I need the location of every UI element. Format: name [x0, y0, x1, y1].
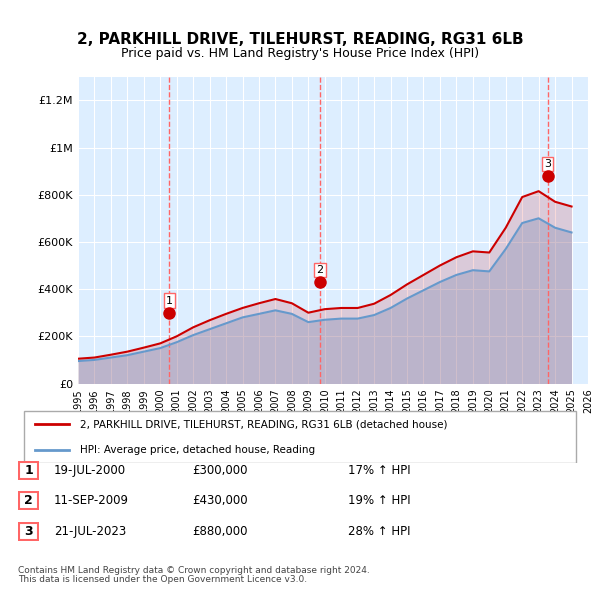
- Text: This data is licensed under the Open Government Licence v3.0.: This data is licensed under the Open Gov…: [18, 575, 307, 584]
- FancyBboxPatch shape: [19, 493, 38, 509]
- Text: 28% ↑ HPI: 28% ↑ HPI: [348, 525, 410, 538]
- Text: 21-JUL-2023: 21-JUL-2023: [54, 525, 126, 538]
- FancyBboxPatch shape: [23, 411, 577, 463]
- Text: 3: 3: [24, 525, 33, 538]
- FancyBboxPatch shape: [19, 462, 38, 478]
- Text: 1: 1: [166, 296, 173, 306]
- Text: 3: 3: [544, 159, 551, 169]
- Text: 19-JUL-2000: 19-JUL-2000: [54, 464, 126, 477]
- FancyBboxPatch shape: [19, 523, 38, 540]
- Text: 2, PARKHILL DRIVE, TILEHURST, READING, RG31 6LB: 2, PARKHILL DRIVE, TILEHURST, READING, R…: [77, 32, 523, 47]
- Text: £430,000: £430,000: [192, 494, 248, 507]
- Text: 17% ↑ HPI: 17% ↑ HPI: [348, 464, 410, 477]
- Text: 1: 1: [24, 464, 33, 477]
- Text: 19% ↑ HPI: 19% ↑ HPI: [348, 494, 410, 507]
- Text: £300,000: £300,000: [192, 464, 248, 477]
- Text: HPI: Average price, detached house, Reading: HPI: Average price, detached house, Read…: [80, 445, 315, 455]
- Text: 2, PARKHILL DRIVE, TILEHURST, READING, RG31 6LB (detached house): 2, PARKHILL DRIVE, TILEHURST, READING, R…: [80, 419, 448, 430]
- Text: £880,000: £880,000: [192, 525, 248, 538]
- Text: 11-SEP-2009: 11-SEP-2009: [54, 494, 129, 507]
- Text: Contains HM Land Registry data © Crown copyright and database right 2024.: Contains HM Land Registry data © Crown c…: [18, 566, 370, 575]
- Text: Price paid vs. HM Land Registry's House Price Index (HPI): Price paid vs. HM Land Registry's House …: [121, 47, 479, 60]
- Text: 2: 2: [24, 494, 33, 507]
- Text: 2: 2: [316, 265, 323, 275]
